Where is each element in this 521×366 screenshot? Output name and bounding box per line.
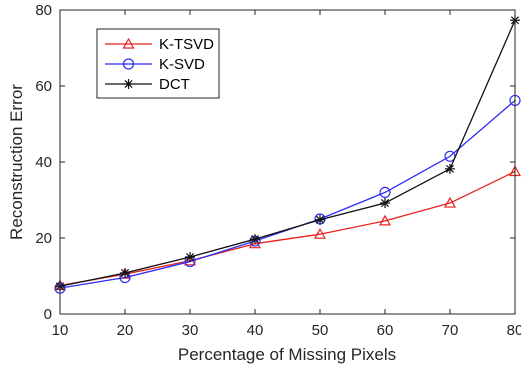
legend-marker-k-svd [122, 58, 135, 70]
series-dct [55, 15, 520, 292]
axes-layer: 10 20 30 40 50 60 70 80 0 20 40 60 80 [35, 2, 521, 339]
legend-marker-k-tsvd [122, 37, 135, 49]
dct-point [380, 198, 390, 209]
y-tick-label: 80 [35, 2, 52, 19]
x-tick-label: 40 [247, 322, 264, 339]
x-tick-label: 20 [117, 322, 134, 339]
dct-point [315, 214, 325, 225]
y-tick-label: 0 [44, 306, 52, 323]
x-tick-label: 30 [182, 322, 199, 339]
x-tick-label: 70 [442, 322, 459, 339]
x-tick-label: 80 [507, 322, 521, 339]
series-line-dct [59, 19, 516, 287]
legend: K-TSVD K-SVD DCT [96, 28, 220, 99]
y-tick-label: 60 [35, 78, 52, 95]
x-tick-label: 60 [377, 322, 394, 339]
x-tick-label: 50 [312, 322, 329, 339]
series-line-k-tsvd [59, 170, 516, 287]
dct-point [445, 163, 455, 174]
y-tick-label: 40 [35, 154, 52, 171]
legend-label-k-tsvd: K-TSVD [159, 36, 214, 53]
k-tsvd-point [443, 196, 457, 208]
k-tsvd-point [378, 214, 392, 226]
legend-label-dct: DCT [159, 76, 190, 93]
dct-point [185, 252, 195, 262]
x-axis-title: Percentage of Missing Pixels [178, 345, 396, 364]
legend-marker-dct [123, 79, 134, 89]
x-tick-label: 10 [52, 322, 69, 339]
k-svd-point [379, 186, 391, 198]
k-tsvd-point [248, 237, 262, 249]
k-tsvd-point [313, 227, 327, 239]
legend-label-k-svd: K-SVD [159, 56, 205, 73]
dct-point [250, 234, 260, 245]
y-axis-title: Reconstruction Error [7, 84, 26, 240]
y-tick-label: 20 [35, 230, 52, 247]
series-layer [53, 15, 521, 294]
dct-point [120, 267, 130, 278]
